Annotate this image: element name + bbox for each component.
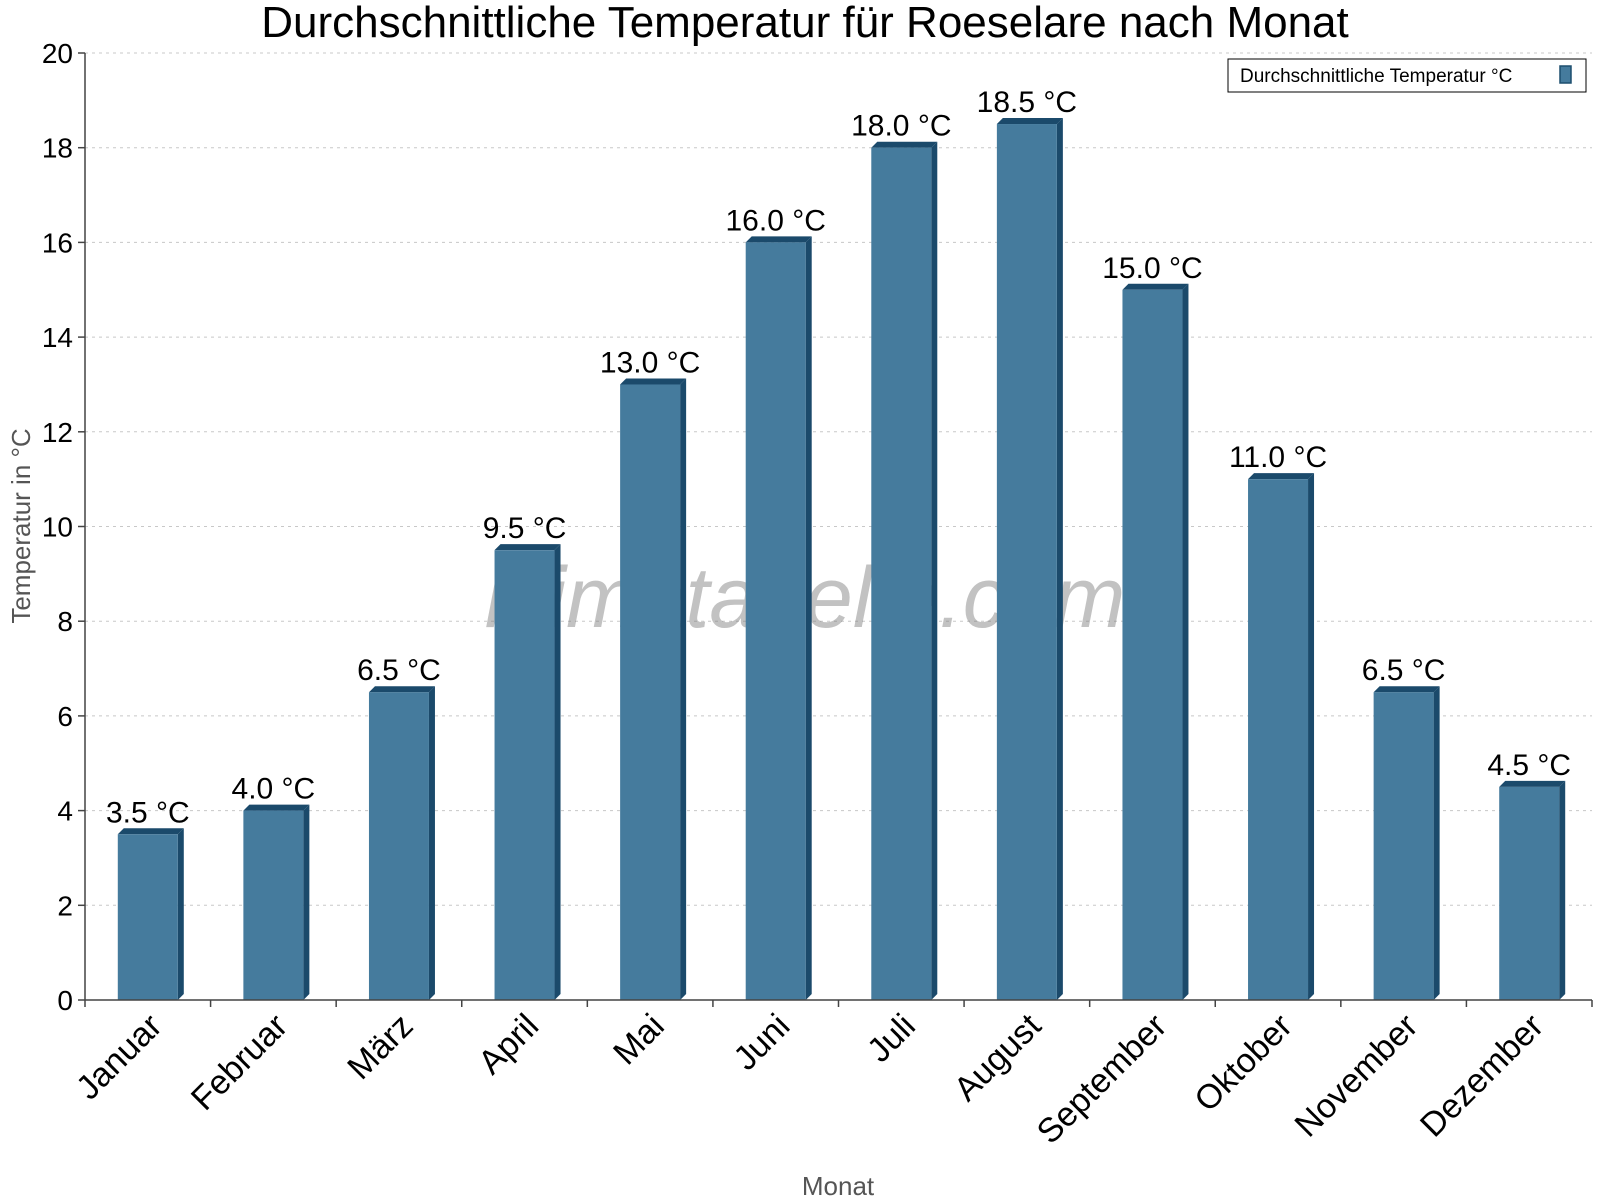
data-label: 15.0 °C [1102, 252, 1202, 285]
x-tick-label: Juni [726, 1007, 797, 1078]
x-tick-label: Dezember [1413, 1007, 1551, 1145]
data-label: 16.0 °C [726, 204, 826, 237]
bar-top [745, 236, 812, 243]
x-tick-label: November [1288, 1007, 1426, 1145]
data-label: 9.5 °C [483, 512, 567, 545]
grid-lines [85, 52, 1592, 906]
y-tick-label: 2 [57, 890, 73, 921]
y-tick-label: 10 [42, 512, 73, 543]
bar [1373, 692, 1434, 1000]
data-label: 11.0 °C [1229, 441, 1327, 474]
bar-top [1373, 686, 1440, 693]
bar [871, 147, 932, 1000]
data-label: 13.0 °C [600, 346, 700, 379]
data-label: 4.5 °C [1487, 749, 1571, 782]
bar-top [243, 804, 310, 811]
y-tick-label: 14 [42, 322, 73, 353]
data-label: 3.5 °C [106, 796, 190, 829]
y-tick-label: 20 [42, 38, 73, 69]
y-tick-label: 12 [42, 417, 73, 448]
bar-side [1182, 283, 1189, 1000]
bar-side [931, 141, 938, 1000]
bar [620, 384, 681, 1000]
y-tick-label: 6 [57, 701, 73, 732]
x-tick-label: Januar [69, 1007, 169, 1107]
data-label: 18.0 °C [851, 110, 951, 143]
x-tick-label: August [947, 1006, 1049, 1108]
legend-label: Durchschnittliche Temperatur °C [1240, 66, 1512, 87]
y-tick-label: 4 [57, 796, 73, 827]
bar-side [303, 804, 310, 1000]
legend: Durchschnittliche Temperatur °C [1227, 58, 1587, 93]
y-tick-label: 8 [57, 606, 73, 637]
bar-side [1308, 473, 1315, 1000]
bar-side [1559, 780, 1566, 1000]
x-axis-title: Monat [802, 1171, 875, 1200]
bar-top [1122, 283, 1189, 290]
y-tick-label: 18 [42, 133, 73, 164]
legend-box [1227, 58, 1587, 93]
bar-top [117, 828, 184, 835]
bar-side [554, 544, 561, 1000]
y-tick-label: 16 [42, 227, 73, 258]
y-tick-label: 0 [57, 985, 73, 1016]
bar-side [428, 686, 435, 1000]
bar [494, 550, 555, 1000]
bar-side [1433, 686, 1440, 1000]
bar [1248, 479, 1309, 1000]
y-axis-title: Temperatur in °C [6, 428, 36, 623]
bar-top [996, 118, 1063, 125]
bar [996, 124, 1057, 1000]
x-tick-label: Juli [860, 1007, 923, 1070]
bar-side [680, 378, 687, 1000]
chart-title: Durchschnittliche Temperatur für Roesela… [261, 0, 1349, 47]
x-tick-label: Oktober [1187, 1007, 1299, 1119]
y-axis-ticks: 0 2 4 6 8 10 12 14 16 18 20 [42, 38, 85, 1016]
bar-top [871, 141, 938, 148]
bar-top [620, 378, 687, 385]
bar [745, 242, 806, 1000]
bar [1122, 289, 1183, 1000]
legend-swatch [1559, 65, 1572, 84]
bar [243, 810, 304, 1000]
bar-top [494, 544, 561, 551]
data-label: 6.5 °C [1362, 654, 1446, 687]
x-tick-label: März [340, 1007, 420, 1087]
bar-side [177, 828, 184, 1000]
bars [117, 118, 1566, 1000]
data-labels: 3.5 °C 4.0 °C 6.5 °C 9.5 °C 13.0 °C 16.0 °C 18… [106, 86, 1571, 829]
data-label: 18.5 °C [977, 86, 1077, 119]
bar [368, 692, 429, 1000]
data-label: 4.0 °C [232, 773, 316, 806]
data-label: 6.5 °C [357, 654, 441, 687]
bar-side [805, 236, 812, 1000]
bar [1499, 786, 1560, 1000]
bar-top [368, 686, 435, 693]
x-axis-ticks: Januar Februar März April Mai Juni Juli AugustS… [69, 1000, 1593, 1151]
bar-side [1056, 118, 1063, 1000]
x-tick-label: Mai [606, 1007, 672, 1073]
bar-top [1248, 473, 1315, 480]
x-tick-label: Februar [184, 1007, 295, 1118]
x-tick-label: April [471, 1007, 546, 1082]
x-tick-label: September [1030, 1007, 1174, 1151]
bar-top [1499, 780, 1566, 787]
bar [117, 834, 178, 1000]
